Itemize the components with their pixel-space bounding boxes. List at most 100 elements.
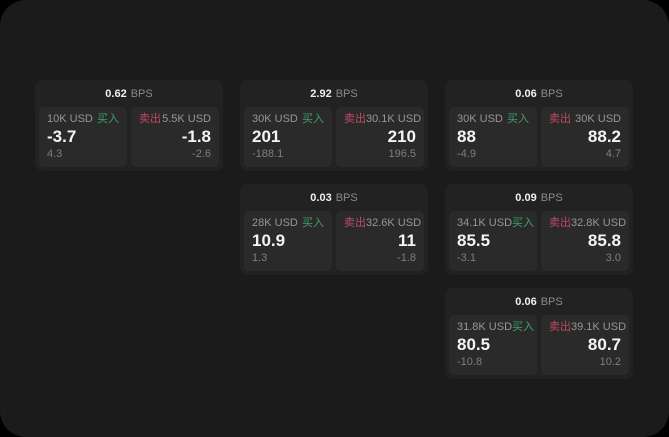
buy-price: -3.7 <box>47 127 77 146</box>
buy-delta: 4.3 <box>47 148 63 160</box>
buy-size-label: 10K USD <box>47 113 93 125</box>
sell-side-label: 卖出 <box>344 113 366 125</box>
buy-price: 10.9 <box>252 231 286 250</box>
sell-side-label: 卖出 <box>139 113 161 125</box>
sell-pane-top: 卖出 32.6K USD <box>344 217 421 230</box>
sell-delta: 196.5 <box>388 148 416 160</box>
sell-side-label: 卖出 <box>344 217 366 229</box>
buy-pane[interactable]: 31.8K USD 买入 80.5 -10.8 <box>449 315 537 375</box>
card-header: 0.62 BPS <box>35 80 223 107</box>
sell-size-label: 39.1K USD <box>571 321 627 333</box>
bps-value: 0.09 <box>515 191 537 204</box>
card-header: 0.06 BPS <box>445 80 633 107</box>
bps-value: 0.06 <box>515 87 537 100</box>
card-header: 0.09 BPS <box>445 184 633 211</box>
sell-side-label: 卖出 <box>549 217 571 229</box>
bps-unit-label: BPS <box>335 191 358 204</box>
sell-price: 210 <box>387 127 416 146</box>
bps-unit-label: BPS <box>335 87 358 100</box>
buy-size-label: 34.1K USD <box>457 217 513 229</box>
sell-price: 11 <box>398 231 416 250</box>
sell-pane[interactable]: 卖出 5.5K USD -1.8 -2.6 <box>131 107 219 167</box>
bps-unit-label: BPS <box>540 295 563 308</box>
buy-side-label: 买入 <box>302 113 324 125</box>
buy-size-label: 30K USD <box>252 113 298 125</box>
buy-pane[interactable]: 10K USD 买入 -3.7 4.3 <box>39 107 127 167</box>
sell-pane-top: 卖出 30.1K USD <box>344 113 421 126</box>
sell-pane[interactable]: 卖出 39.1K USD 80.7 10.2 <box>541 315 629 375</box>
sell-price: 88.2 <box>587 127 621 146</box>
bps-unit-label: BPS <box>540 191 563 204</box>
bps-value: 0.03 <box>310 191 332 204</box>
sell-size-label: 32.6K USD <box>366 217 422 229</box>
sell-pane[interactable]: 卖出 30.1K USD 210 196.5 <box>336 107 424 167</box>
sell-price: -1.8 <box>181 127 211 146</box>
sell-delta: -2.6 <box>192 148 211 160</box>
buy-size-label: 31.8K USD <box>457 321 513 333</box>
buy-price: 88 <box>457 127 476 146</box>
card-body: 10K USD 买入 -3.7 4.3 卖出 5.5K USD -1.8 -2.… <box>35 107 223 171</box>
sell-size-label: 32.8K USD <box>571 217 627 229</box>
quote-card: 0.62 BPS 10K USD 买入 -3.7 4.3 卖出 <box>35 80 223 171</box>
buy-side-label: 买入 <box>97 113 119 125</box>
sell-pane[interactable]: 卖出 32.6K USD 11 -1.8 <box>336 211 424 271</box>
buy-delta: -4.9 <box>457 148 476 160</box>
bps-unit-label: BPS <box>130 87 153 100</box>
sell-pane[interactable]: 卖出 30K USD 88.2 4.7 <box>541 107 629 167</box>
card-body: 28K USD 买入 10.9 1.3 卖出 32.6K USD 11 -1.8 <box>240 211 428 275</box>
buy-price: 201 <box>252 127 281 146</box>
sell-pane-top: 卖出 32.8K USD <box>549 217 626 230</box>
buy-delta: -3.1 <box>457 252 476 264</box>
buy-size-label: 28K USD <box>252 217 298 229</box>
card-header: 0.03 BPS <box>240 184 428 211</box>
buy-pane[interactable]: 30K USD 买入 201 -188.1 <box>244 107 332 167</box>
sell-size-label: 30K USD <box>575 113 621 125</box>
buy-pane-top: 28K USD 买入 <box>252 217 324 230</box>
card-body: 30K USD 买入 88 -4.9 卖出 30K USD 88.2 4.7 <box>445 107 633 171</box>
sell-side-label: 卖出 <box>549 113 571 125</box>
buy-side-label: 买入 <box>507 113 529 125</box>
quote-card: 0.03 BPS 28K USD 买入 10.9 1.3 卖出 <box>240 184 428 275</box>
sell-delta: 3.0 <box>605 252 621 264</box>
sell-pane[interactable]: 卖出 32.8K USD 85.8 3.0 <box>541 211 629 271</box>
buy-delta: -188.1 <box>252 148 284 160</box>
buy-side-label: 买入 <box>302 217 324 229</box>
buy-pane-top: 30K USD 买入 <box>457 113 529 126</box>
sell-side-label: 卖出 <box>549 321 571 333</box>
buy-side-label: 买入 <box>512 217 535 229</box>
buy-pane[interactable]: 28K USD 买入 10.9 1.3 <box>244 211 332 271</box>
buy-price: 85.5 <box>457 231 491 250</box>
sell-size-label: 5.5K USD <box>162 113 211 125</box>
buy-pane-top: 10K USD 买入 <box>47 113 119 126</box>
card-header: 2.92 BPS <box>240 80 428 107</box>
bps-value: 2.92 <box>310 87 332 100</box>
sell-price: 85.8 <box>587 231 621 250</box>
buy-pane[interactable]: 34.1K USD 买入 85.5 -3.1 <box>449 211 537 271</box>
sell-delta: -1.8 <box>397 252 416 264</box>
sell-pane-top: 卖出 30K USD <box>549 113 621 126</box>
buy-delta: 1.3 <box>252 252 268 264</box>
bps-value: 0.06 <box>515 295 537 308</box>
quote-cards-grid: 0.62 BPS 10K USD 买入 -3.7 4.3 卖出 <box>35 80 633 379</box>
card-header: 0.06 BPS <box>445 288 633 315</box>
quote-card: 0.06 BPS 30K USD 买入 88 -4.9 卖出 <box>445 80 633 171</box>
quote-card: 0.09 BPS 34.1K USD 买入 85.5 -3.1 卖出 <box>445 184 633 275</box>
card-body: 34.1K USD 买入 85.5 -3.1 卖出 32.8K USD 85.8… <box>445 211 633 275</box>
sell-size-label: 30.1K USD <box>366 113 422 125</box>
buy-pane[interactable]: 30K USD 买入 88 -4.9 <box>449 107 537 167</box>
buy-side-label: 买入 <box>512 321 535 333</box>
sell-price: 80.7 <box>587 335 621 354</box>
buy-pane-top: 34.1K USD 买入 <box>457 217 534 230</box>
buy-size-label: 30K USD <box>457 113 503 125</box>
quote-card: 2.92 BPS 30K USD 买入 201 -188.1 卖出 <box>240 80 428 171</box>
buy-delta: -10.8 <box>457 356 483 368</box>
bps-unit-label: BPS <box>540 87 563 100</box>
card-body: 30K USD 买入 201 -188.1 卖出 30.1K USD 210 1… <box>240 107 428 171</box>
card-body: 31.8K USD 买入 80.5 -10.8 卖出 39.1K USD 80.… <box>445 315 633 379</box>
sell-delta: 10.2 <box>599 356 621 368</box>
sell-delta: 4.7 <box>605 148 621 160</box>
sell-pane-top: 卖出 5.5K USD <box>139 113 211 126</box>
buy-pane-top: 31.8K USD 买入 <box>457 321 534 334</box>
